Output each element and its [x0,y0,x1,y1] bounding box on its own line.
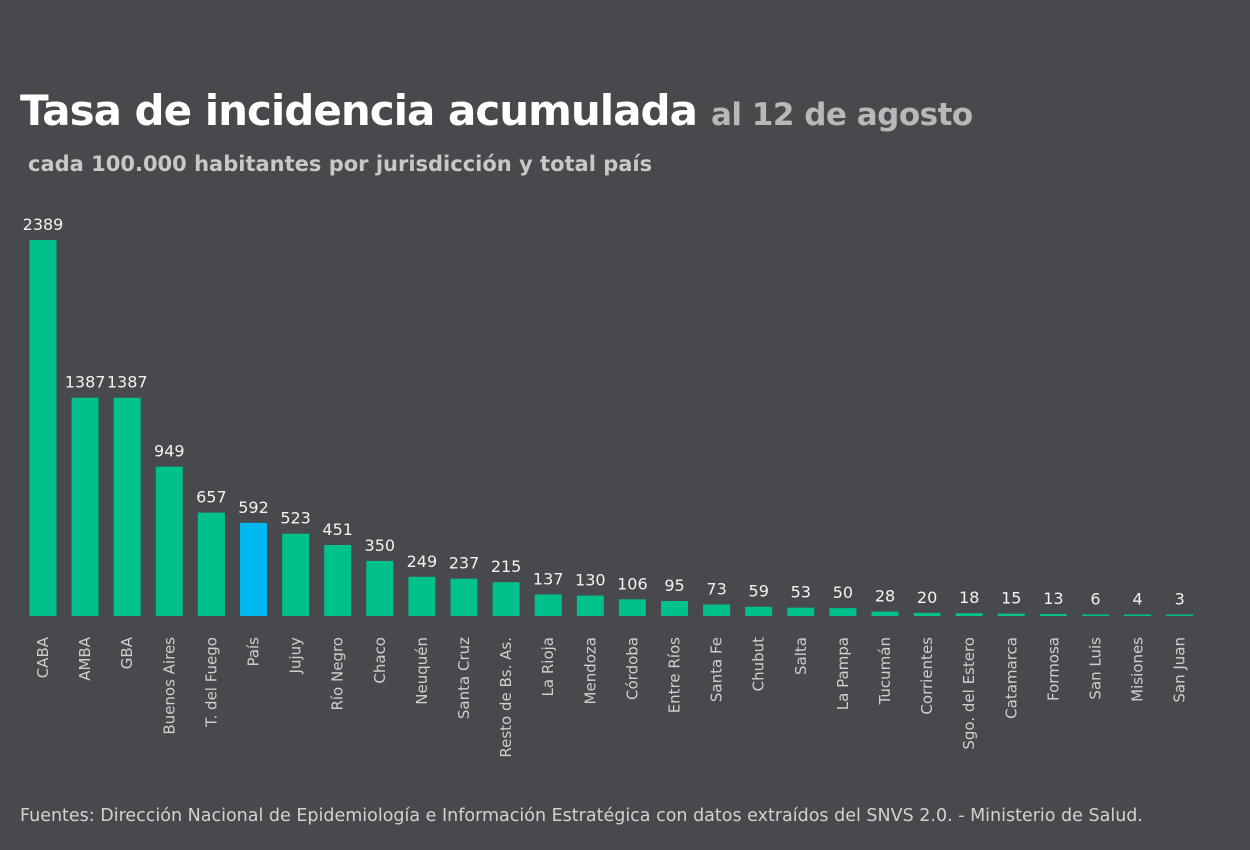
bar-11 [492,582,520,616]
data-label: 249 [407,552,438,571]
data-label: 15 [1001,589,1021,608]
data-label: 6 [1090,590,1100,609]
data-label: 4 [1133,590,1143,609]
bar-24 [1039,613,1067,616]
bar-20 [871,611,899,616]
bar-4 [197,512,225,616]
data-label: 1387 [65,373,106,392]
bar-22 [955,613,983,616]
category-label: Chaco [371,637,389,684]
data-label: 53 [791,583,811,602]
bar-5 [240,522,267,616]
category-label: Neuquén [413,637,431,705]
bar-0 [29,240,57,616]
category-label: Córdoba [623,637,641,700]
data-label: 949 [154,442,185,461]
category-label: Tucumán [876,637,894,705]
bar-21 [913,612,941,616]
bar-18 [787,607,815,616]
data-label: 73 [706,580,726,599]
data-label: 18 [959,588,979,607]
category-label: Río Negro [329,637,347,711]
data-label: 13 [1043,589,1063,608]
category-label: Entre Ríos [666,637,684,713]
bar-12 [534,594,562,616]
category-label: La Pampa [834,637,852,710]
bar-7 [324,545,352,616]
category-label: Santa Fe [708,637,726,702]
category-label: Corrientes [918,637,936,715]
data-label: 59 [749,582,769,601]
data-label: 592 [238,498,269,517]
bar-15 [661,601,688,616]
category-label: Mendoza [581,637,599,704]
bar-10 [450,578,478,616]
category-label: Chubut [750,637,768,692]
category-label: Buenos Aires [160,637,178,735]
data-label: 28 [875,587,895,606]
source-note: Fuentes: Dirección Nacional de Epidemiol… [20,806,1143,826]
bar-17 [745,606,773,616]
bar-8 [366,560,394,616]
category-label: GBA [118,636,136,669]
data-label: 106 [617,574,648,593]
bar-27 [1166,614,1194,616]
category-label: Catamarca [1002,637,1020,719]
data-label: 657 [196,488,227,507]
data-label: 215 [491,557,522,576]
chart-subtitle: cada 100.000 habitantes por jurisdicción… [28,152,653,176]
bar-14 [618,599,646,616]
category-label: Resto de Bs. As. [497,637,515,758]
data-label: 50 [833,583,853,602]
bar-6 [282,533,310,616]
category-label: Formosa [1044,637,1062,701]
category-label: Santa Cruz [455,637,473,719]
category-label: San Luis [1087,637,1105,700]
bar-16 [703,604,731,616]
category-label: Misiones [1129,637,1147,702]
category-label: AMBA [76,636,94,680]
bar-3 [155,466,183,616]
bar-19 [829,608,857,616]
data-label: 350 [365,536,396,555]
category-label: T. del Fuego [202,637,220,728]
category-label: Jujuy [287,637,305,675]
bar-9 [408,576,436,616]
bar-23 [997,613,1025,616]
data-label: 130 [575,571,606,590]
bar-13 [576,595,604,616]
bar-1 [71,397,99,616]
data-label: 2389 [23,215,64,234]
title-text: Tasa de incidencia acumulada [20,86,698,135]
category-label: País [245,637,263,667]
data-label: 237 [449,554,480,573]
data-label: 1387 [107,373,148,392]
category-label: La Rioja [539,637,557,696]
bar-25 [1082,614,1109,616]
data-label: 3 [1175,590,1185,609]
bar-26 [1124,614,1152,616]
category-label: CABA [34,636,52,678]
data-label: 451 [322,520,353,539]
bar-2 [113,397,141,616]
data-label: 20 [917,588,937,607]
data-label: 95 [664,576,684,595]
chart-title: Tasa de incidencia acumulada al 12 de ago… [20,86,973,135]
date-label: al 12 de agosto [710,97,973,133]
category-label: San Juan [1171,637,1189,703]
data-label: 137 [533,569,564,588]
category-label: Salta [792,637,810,675]
category-label: Sgo. del Estero [960,637,978,750]
data-label: 523 [280,509,311,528]
